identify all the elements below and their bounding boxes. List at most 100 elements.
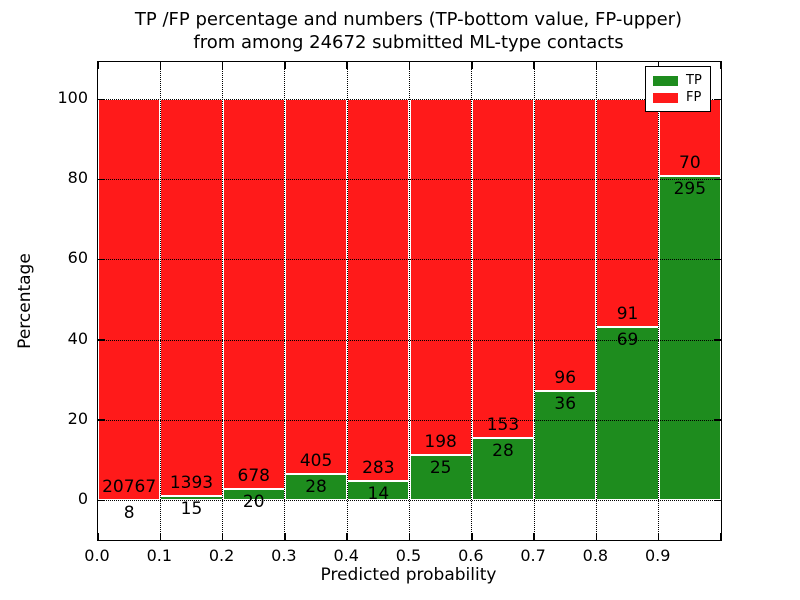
v-gridline bbox=[658, 62, 660, 540]
y-tick-mark bbox=[98, 419, 105, 421]
bar-segment-fp bbox=[98, 99, 161, 500]
bar-segment-tp bbox=[222, 488, 285, 500]
bar-segment-tp bbox=[347, 481, 410, 500]
x-tick-mark bbox=[221, 533, 224, 540]
y-tick-mark bbox=[98, 499, 105, 501]
v-gridline bbox=[222, 62, 224, 540]
x-tick-label: 0.8 bbox=[582, 546, 609, 565]
fp-swatch-icon bbox=[653, 92, 678, 103]
bar-label-tp: 14 bbox=[367, 484, 390, 505]
bar-segment-tp bbox=[534, 390, 597, 500]
x-tick-mark bbox=[720, 533, 722, 540]
chart-title: TP /FP percentage and numbers (TP-bottom… bbox=[97, 8, 720, 54]
bar-label-fp: 20767 bbox=[102, 476, 157, 497]
y-tick-label: 20 bbox=[67, 408, 88, 428]
bar-label-fp: 283 bbox=[362, 458, 395, 479]
x-tick-label: 0.0 bbox=[84, 546, 110, 565]
x-tick-mark bbox=[284, 62, 286, 69]
x-tick-mark bbox=[346, 62, 348, 69]
bar-label-fp: 678 bbox=[237, 465, 270, 486]
bar-segment-fp bbox=[160, 99, 223, 496]
bar-label-tp: 28 bbox=[305, 477, 327, 498]
y-tick-mark bbox=[714, 339, 721, 341]
y-tick-label: 60 bbox=[67, 248, 88, 268]
x-tick-mark bbox=[533, 62, 535, 69]
x-tick-label: 0.9 bbox=[644, 546, 671, 565]
x-tick-mark bbox=[408, 62, 411, 69]
x-tick-mark bbox=[159, 533, 162, 540]
y-tick-mark bbox=[714, 499, 721, 501]
bar-segment-fp bbox=[284, 99, 348, 475]
y-tick-mark bbox=[714, 258, 721, 261]
x-axis-label: Predicted probability bbox=[320, 565, 497, 585]
legend-item-tp: TP bbox=[653, 72, 703, 89]
x-tick-label: 0.2 bbox=[208, 546, 235, 565]
x-tick-mark bbox=[97, 533, 99, 540]
bar-label-fp: 405 bbox=[299, 451, 333, 472]
bar-segment-fp bbox=[596, 99, 659, 328]
v-gridline bbox=[471, 62, 473, 540]
v-gridline bbox=[409, 62, 410, 540]
chart-title-line1: TP /FP percentage and numbers (TP-bottom… bbox=[134, 9, 683, 30]
bar-segment-fp bbox=[222, 99, 285, 489]
x-tick-mark bbox=[595, 533, 598, 540]
x-tick-label: 0.4 bbox=[333, 546, 359, 565]
legend: TP FP bbox=[645, 66, 711, 112]
y-tick-mark bbox=[98, 258, 105, 261]
bar-segment-tp bbox=[160, 495, 223, 500]
v-gridline bbox=[159, 62, 161, 540]
y-tick-mark bbox=[714, 178, 721, 181]
bar-segment-tp bbox=[596, 327, 659, 500]
x-tick-mark bbox=[346, 533, 348, 540]
y-tick-label: 100 bbox=[57, 88, 88, 107]
x-tick-label: 0.7 bbox=[520, 546, 546, 565]
bar-label-tp: 28 bbox=[492, 440, 514, 461]
x-tick-mark bbox=[159, 62, 162, 69]
x-tick-mark bbox=[97, 62, 99, 69]
v-gridline bbox=[346, 62, 348, 540]
bar-segment-fp bbox=[471, 99, 535, 438]
x-tick-mark bbox=[471, 62, 473, 69]
x-tick-label: 0.1 bbox=[146, 546, 173, 565]
x-tick-mark bbox=[657, 62, 660, 69]
bar-label-tp: 25 bbox=[429, 458, 452, 479]
bar-segment-tp bbox=[284, 474, 348, 500]
bar-label-fp: 70 bbox=[679, 152, 701, 173]
bar-label-tp: 15 bbox=[180, 498, 203, 519]
x-tick-mark bbox=[408, 533, 411, 540]
bar-label-fp: 198 bbox=[424, 432, 457, 453]
tp-swatch-icon bbox=[653, 75, 678, 86]
y-axis-label: Percentage bbox=[15, 253, 35, 349]
bar-label-fp: 1393 bbox=[169, 472, 214, 493]
bar-label-tp: 20 bbox=[242, 491, 265, 512]
plot-area: 20767 8 1393 15 678 20 405 28 283 14 198 25 153 28 96 3… bbox=[97, 61, 722, 541]
legend-label-fp: FP bbox=[686, 90, 702, 105]
v-gridline bbox=[533, 62, 535, 540]
bar-segment-fp bbox=[409, 99, 472, 456]
x-tick-label: 0.6 bbox=[458, 546, 484, 565]
x-tick-label: 0.3 bbox=[271, 546, 297, 565]
bar-label-tp: 36 bbox=[554, 393, 577, 414]
bar-label-fp: 91 bbox=[616, 304, 639, 325]
x-tick-mark bbox=[720, 62, 722, 69]
y-tick-mark bbox=[98, 178, 105, 181]
y-tick-mark bbox=[714, 419, 721, 421]
x-tick-mark bbox=[533, 533, 535, 540]
x-tick-mark bbox=[471, 533, 473, 540]
x-tick-mark bbox=[595, 62, 598, 69]
bar-segment-fp bbox=[534, 99, 597, 391]
bar-label-fp: 153 bbox=[486, 414, 520, 435]
bar-label-tp: 295 bbox=[673, 178, 707, 199]
y-tick-mark bbox=[714, 98, 721, 100]
bar-segment-fp bbox=[347, 99, 410, 482]
legend-item-fp: FP bbox=[653, 89, 703, 106]
v-gridline bbox=[284, 62, 286, 540]
chart-title-line2: from among 24672 submitted ML-type conta… bbox=[193, 32, 624, 53]
y-tick-mark bbox=[98, 98, 105, 100]
x-tick-label: 0.5 bbox=[395, 546, 422, 565]
bar-label-fp: 96 bbox=[554, 367, 577, 388]
y-tick-label: 40 bbox=[67, 328, 88, 348]
bar-segment-tp bbox=[658, 175, 721, 500]
bar-label-tp: 8 bbox=[123, 502, 135, 523]
